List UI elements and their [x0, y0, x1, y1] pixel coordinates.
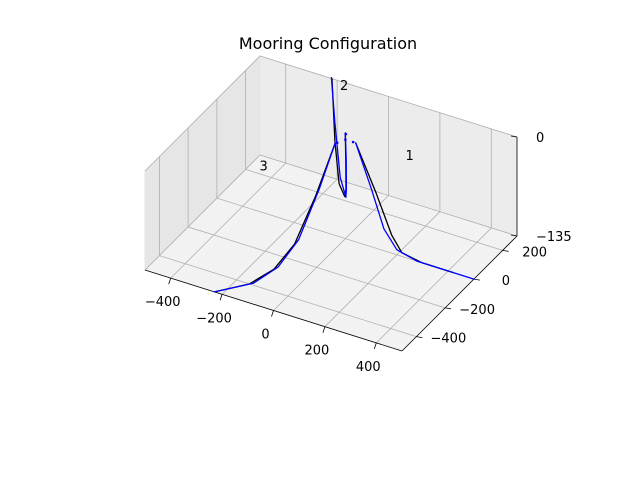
y-tick	[416, 336, 423, 339]
fairlead-point	[344, 132, 348, 136]
line-label: 3	[260, 160, 268, 175]
y-tick-label: 0	[502, 274, 510, 289]
mooring-line	[355, 142, 475, 280]
x-tick-label: 200	[304, 344, 329, 359]
y-tick-label: 200	[522, 245, 547, 260]
line-label: 2	[340, 79, 348, 94]
chart-title: Mooring Configuration	[239, 34, 417, 53]
x-tick	[373, 342, 377, 350]
x-tick-label: 400	[356, 360, 381, 375]
fairlead-point	[344, 138, 347, 141]
z-tick	[510, 234, 518, 237]
z-tick	[510, 135, 518, 138]
x-tick	[322, 326, 326, 333]
y-tick	[502, 249, 509, 252]
x-tick	[168, 277, 172, 285]
z-tick-label: 0	[536, 131, 544, 146]
mooring-line	[330, 76, 348, 198]
x-tick-label: −200	[196, 311, 232, 326]
x-tick	[219, 294, 223, 301]
tick-marks: −400 −200 0 200 400 200 0 −200 −400 0 −135	[145, 131, 572, 375]
z-tick-label: −135	[536, 230, 572, 245]
line-labels: 1 2 3	[260, 79, 414, 175]
y-axis-line	[401, 235, 518, 352]
grid-lines	[144, 55, 518, 344]
y-tick-label: −400	[431, 332, 467, 347]
x-tick	[271, 310, 274, 317]
x-tick-label: −400	[145, 295, 181, 310]
y-tick-label: −200	[459, 303, 495, 318]
line-label: 1	[405, 149, 413, 164]
y-tick	[473, 278, 480, 281]
fairlead-point	[351, 140, 355, 144]
data-series	[213, 76, 475, 293]
fairlead-point	[335, 141, 339, 145]
mooring-line	[213, 142, 336, 293]
x-tick-label: 0	[261, 328, 269, 343]
z-grid-line	[144, 154, 518, 271]
z-grid-line	[144, 55, 518, 172]
y-tick	[445, 307, 452, 310]
